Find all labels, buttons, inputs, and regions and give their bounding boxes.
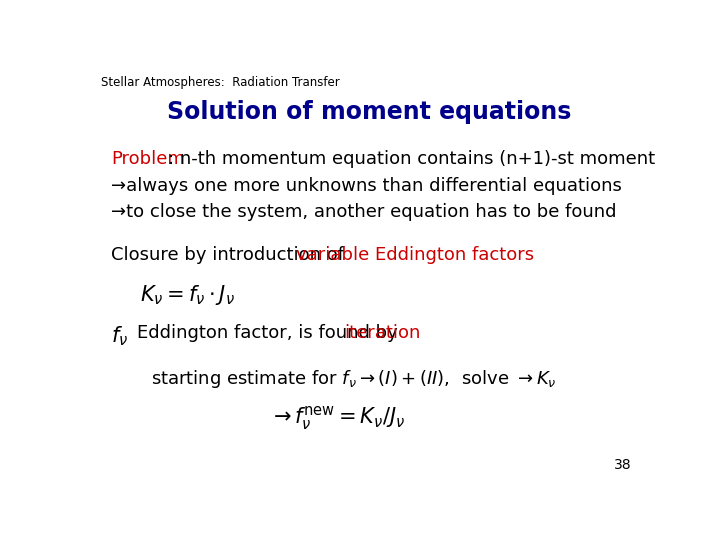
Text: 38: 38: [613, 458, 631, 472]
Text: →to close the system, another equation has to be found: →to close the system, another equation h…: [111, 203, 617, 221]
Text: Stellar Atmospheres:  Radiation Transfer: Stellar Atmospheres: Radiation Transfer: [101, 77, 340, 90]
Text: $K_\nu = f_\nu \cdot J_\nu$: $K_\nu = f_\nu \cdot J_\nu$: [140, 283, 235, 307]
Text: Problem: Problem: [111, 150, 185, 168]
Text: Closure by introduction of: Closure by introduction of: [111, 246, 350, 264]
Text: Eddington factor, is found by: Eddington factor, is found by: [138, 324, 404, 342]
Text: : n-th momentum equation contains (n+1)-st moment: : n-th momentum equation contains (n+1)-…: [168, 150, 656, 168]
Text: →always one more unknowns than differential equations: →always one more unknowns than different…: [111, 177, 622, 195]
Text: starting estimate for $f_\nu \rightarrow (I)+(II)$,  solve $\rightarrow K_\nu$: starting estimate for $f_\nu \rightarrow…: [151, 368, 557, 390]
Text: iteration: iteration: [344, 324, 420, 342]
Text: variable Eddington factors: variable Eddington factors: [296, 246, 534, 264]
Text: Solution of moment equations: Solution of moment equations: [167, 100, 571, 124]
Text: $f_\nu$: $f_\nu$: [111, 325, 128, 348]
Text: $\rightarrow f_\nu^{\mathrm{new}} = K_\nu / J_\nu$: $\rightarrow f_\nu^{\mathrm{new}} = K_\n…: [269, 404, 405, 431]
